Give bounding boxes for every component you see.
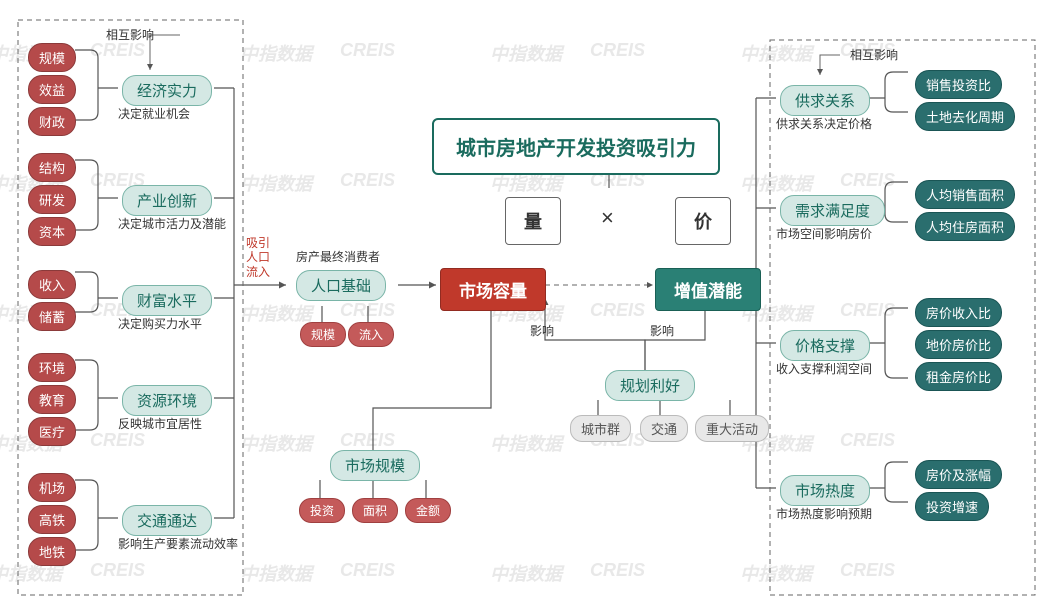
- watermark: 中指数据: [740, 170, 812, 196]
- right-sub-3-0: 房价及涨幅: [915, 460, 1002, 489]
- mscale-sub-2: 金额: [405, 498, 451, 523]
- watermark: CREIS: [590, 300, 645, 321]
- watermark: CREIS: [340, 560, 395, 581]
- right-sub-3-1: 投资增速: [915, 492, 989, 521]
- watermark: 中指数据: [240, 40, 312, 66]
- watermark: 中指数据: [740, 40, 812, 66]
- plan-note2: 影响: [650, 322, 674, 339]
- watermark: CREIS: [340, 430, 395, 451]
- right-group-2: 价格支撑: [780, 330, 870, 361]
- right-caption-3: 市场热度影响预期: [776, 505, 872, 522]
- right-caption-0: 供求关系决定价格: [776, 115, 872, 132]
- left-caption-2: 决定购买力水平: [118, 315, 202, 332]
- title-box: 城市房地产开发投资吸引力: [432, 118, 720, 175]
- market-capacity: 市场容量: [440, 268, 546, 311]
- left-sub-4-2: 地铁: [28, 537, 76, 566]
- right-group-0: 供求关系: [780, 85, 870, 116]
- left-group-4: 交通通达: [122, 505, 212, 536]
- left-mutual-note: 相互影响: [106, 26, 154, 43]
- multiply-symbol: ×: [601, 205, 614, 231]
- left-sub-0-0: 规模: [28, 43, 76, 72]
- right-sub-2-0: 房价收入比: [915, 298, 1002, 327]
- right-sub-1-1: 人均住房面积: [915, 212, 1015, 241]
- left-group-0: 经济实力: [122, 75, 212, 106]
- left-sub-2-0: 收入: [28, 270, 76, 299]
- watermark: 中指数据: [240, 560, 312, 586]
- watermark: CREIS: [840, 300, 895, 321]
- watermark: CREIS: [840, 170, 895, 191]
- left-sub-2-1: 储蓄: [28, 302, 76, 331]
- attract-pop-note: 吸引 人口 流入: [246, 236, 270, 279]
- qty-jia: 价: [675, 197, 731, 245]
- left-sub-1-1: 研发: [28, 185, 76, 214]
- watermark: CREIS: [840, 430, 895, 451]
- watermark: CREIS: [340, 40, 395, 61]
- pop-caption: 房产最终消费者: [296, 248, 380, 265]
- right-caption-2: 收入支撑利润空间: [776, 360, 872, 377]
- plan-note1: 影响: [530, 322, 554, 339]
- qty-liang: 量: [505, 197, 561, 245]
- pop-sub-0: 规模: [300, 322, 346, 347]
- market-scale: 市场规模: [330, 450, 420, 481]
- watermark: CREIS: [340, 300, 395, 321]
- right-sub-2-1: 地价房价比: [915, 330, 1002, 359]
- left-sub-0-1: 效益: [28, 75, 76, 104]
- watermark: CREIS: [840, 560, 895, 581]
- mscale-sub-0: 投资: [299, 498, 345, 523]
- left-sub-3-2: 医疗: [28, 417, 76, 446]
- right-sub-0-1: 土地去化周期: [915, 102, 1015, 131]
- watermark: 中指数据: [490, 560, 562, 586]
- watermark: 中指数据: [490, 40, 562, 66]
- watermark: 中指数据: [240, 430, 312, 456]
- watermark: CREIS: [90, 40, 145, 61]
- watermark: 中指数据: [740, 560, 812, 586]
- right-mutual-note: 相互影响: [850, 46, 898, 63]
- left-group-1: 产业创新: [122, 185, 212, 216]
- watermark: CREIS: [90, 560, 145, 581]
- left-sub-0-2: 财政: [28, 107, 76, 136]
- left-caption-3: 反映城市宜居性: [118, 415, 202, 432]
- right-group-1: 需求满足度: [780, 195, 885, 226]
- left-sub-1-0: 结构: [28, 153, 76, 182]
- pop-sub-1: 流入: [348, 322, 394, 347]
- right-sub-2-2: 租金房价比: [915, 362, 1002, 391]
- watermark: CREIS: [340, 170, 395, 191]
- watermark: CREIS: [590, 560, 645, 581]
- population-base: 人口基础: [296, 270, 386, 301]
- mscale-sub-1: 面积: [352, 498, 398, 523]
- plan-benefit: 规划利好: [605, 370, 695, 401]
- right-sub-1-0: 人均销售面积: [915, 180, 1015, 209]
- watermark: CREIS: [90, 430, 145, 451]
- right-caption-1: 市场空间影响房价: [776, 225, 872, 242]
- plan-sub-1: 交通: [640, 415, 688, 442]
- left-group-3: 资源环境: [122, 385, 212, 416]
- watermark: 中指数据: [490, 430, 562, 456]
- left-sub-4-1: 高铁: [28, 505, 76, 534]
- left-group-2: 财富水平: [122, 285, 212, 316]
- plan-sub-0: 城市群: [570, 415, 631, 442]
- watermark: CREIS: [590, 40, 645, 61]
- watermark: 中指数据: [240, 300, 312, 326]
- value-potential: 增值潜能: [655, 268, 761, 311]
- left-caption-4: 影响生产要素流动效率: [118, 535, 238, 552]
- watermark: 中指数据: [240, 170, 312, 196]
- left-caption-1: 决定城市活力及潜能: [118, 215, 226, 232]
- left-sub-3-0: 环境: [28, 353, 76, 382]
- left-caption-0: 决定就业机会: [118, 105, 190, 122]
- left-sub-1-2: 资本: [28, 217, 76, 246]
- plan-sub-2: 重大活动: [695, 415, 769, 442]
- left-sub-4-0: 机场: [28, 473, 76, 502]
- right-group-3: 市场热度: [780, 475, 870, 506]
- right-sub-0-0: 销售投资比: [915, 70, 1002, 99]
- left-sub-3-1: 教育: [28, 385, 76, 414]
